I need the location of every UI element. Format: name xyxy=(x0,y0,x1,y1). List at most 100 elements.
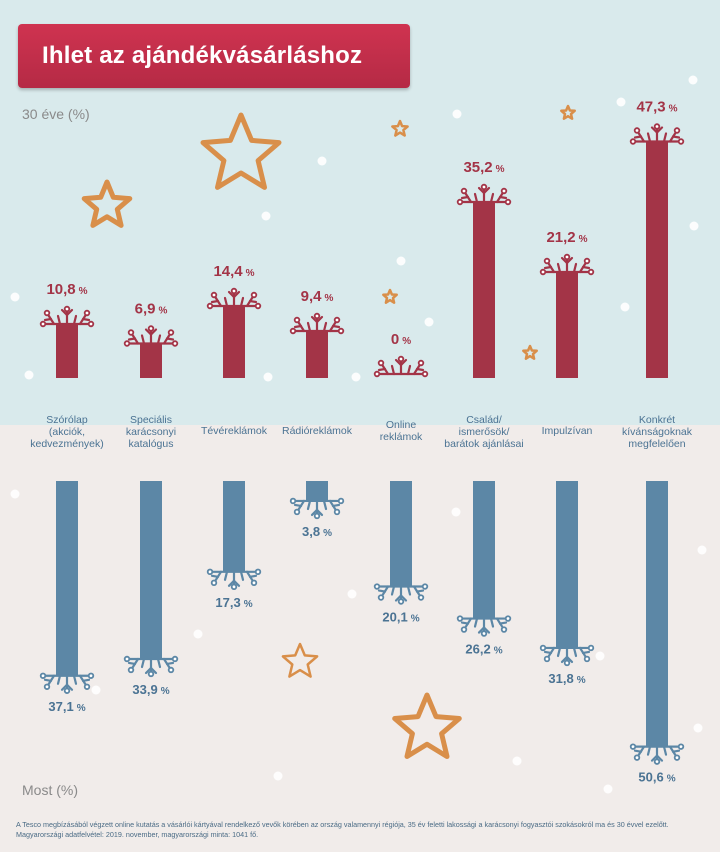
top-value-label: 35,2% xyxy=(463,159,504,176)
bottom-bar xyxy=(390,481,412,587)
top-value-label: 0% xyxy=(391,331,411,348)
top-bar xyxy=(473,202,495,378)
bottom-bar xyxy=(473,481,495,619)
bottom-value-label: 17,3% xyxy=(215,595,252,610)
category-label: Szórólap xyxy=(46,414,88,426)
snow-dot xyxy=(512,756,522,766)
category-label: Speciális xyxy=(130,414,172,426)
snow-dot xyxy=(351,372,361,382)
top-bar-snowflake-cap xyxy=(456,183,512,206)
star-icon xyxy=(522,344,538,360)
top-value-label: 47,3% xyxy=(636,99,677,116)
category-label: Impulzívan xyxy=(542,425,593,437)
category-label: katalógus xyxy=(129,438,174,450)
snow-dot xyxy=(452,109,462,119)
category-label: karácsonyi xyxy=(126,426,176,438)
category-label: kívánságoknak xyxy=(622,426,693,438)
category-label: Tévéreklámok xyxy=(201,425,268,437)
snow-dot xyxy=(697,545,707,555)
bottom-bar-snowflake-cap xyxy=(39,672,95,694)
top-value-label: 14,4% xyxy=(213,263,254,280)
top-axis-caption: 30 éve (%) xyxy=(22,106,90,122)
bottom-value-label: 50,6% xyxy=(638,770,675,785)
snow-dot xyxy=(688,75,698,85)
top-bar xyxy=(56,324,78,378)
snow-dot xyxy=(317,156,327,166)
top-bar xyxy=(556,272,578,378)
star-icon xyxy=(200,112,282,190)
bottom-bar-snowflake-cap xyxy=(456,615,512,637)
category-label: (akciók, xyxy=(49,426,85,438)
category-label: barátok ajánlásai xyxy=(444,438,523,450)
snow-dot xyxy=(620,302,630,312)
footnote: A Tesco megbízásából végzett online kuta… xyxy=(16,820,669,839)
category-label: Online xyxy=(386,419,417,431)
star-icon xyxy=(281,642,319,678)
bottom-value-label: 3,8% xyxy=(302,524,332,539)
bottom-value-label: 26,2% xyxy=(465,642,502,657)
category-label: Konkrét xyxy=(639,414,675,426)
category-label: reklámok xyxy=(380,431,423,443)
bottom-bar-snowflake-cap xyxy=(539,644,595,667)
bottom-bar xyxy=(140,481,162,659)
bottom-axis-caption: Most (%) xyxy=(22,782,78,798)
bottom-bar xyxy=(556,481,578,648)
top-bar-snowflake-cap xyxy=(123,325,179,347)
star-icon xyxy=(392,692,462,759)
snow-dot xyxy=(689,221,699,231)
snow-dot xyxy=(273,771,283,781)
bottom-bar xyxy=(646,481,668,747)
snow-dot xyxy=(263,372,273,382)
category-label: megfelelően xyxy=(628,438,685,450)
bottom-bar xyxy=(223,481,245,572)
top-value-label: 6,9% xyxy=(135,301,168,318)
category-label: Rádióreklámok xyxy=(282,425,353,437)
top-bar-snowflake-cap xyxy=(39,305,95,328)
bottom-bar-snowflake-cap xyxy=(373,583,429,605)
snow-dot xyxy=(595,651,605,661)
top-value-label: 21,2% xyxy=(546,229,587,246)
top-value-label: 10,8% xyxy=(46,281,87,298)
bottom-value-label: 20,1% xyxy=(382,610,419,625)
bottom-value-label: 31,8% xyxy=(548,671,585,686)
snow-dot xyxy=(10,489,20,499)
top-bar-snowflake-cap xyxy=(539,253,595,276)
snow-dot xyxy=(347,589,357,599)
snow-dot xyxy=(451,507,461,517)
top-bar-snowflake-cap xyxy=(289,312,345,335)
top-bar-snowflake-cap xyxy=(206,287,262,310)
snow-dot xyxy=(193,629,203,639)
star-icon xyxy=(560,104,576,120)
bottom-bar-snowflake-cap xyxy=(206,568,262,591)
star-icon xyxy=(382,288,398,304)
bottom-bar xyxy=(306,481,328,501)
top-bar xyxy=(223,306,245,378)
snow-dot xyxy=(693,723,703,733)
top-bar-snowflake-cap xyxy=(373,355,429,378)
top-value-label: 9,4% xyxy=(301,288,334,305)
category-label: kedvezmények) xyxy=(30,438,104,450)
snow-dot xyxy=(10,292,20,302)
snow-dot xyxy=(616,97,626,107)
top-bar xyxy=(140,343,162,378)
top-bar xyxy=(306,331,328,378)
star-icon xyxy=(391,119,409,137)
snow-dot xyxy=(396,256,406,266)
chart-title: Ihlet az ajándékvásárláshoz xyxy=(42,42,363,69)
bottom-bar-snowflake-cap xyxy=(629,743,685,765)
bottom-bar-snowflake-cap xyxy=(123,655,179,678)
star-icon xyxy=(81,179,133,228)
snow-dot xyxy=(24,370,34,380)
bottom-section-background xyxy=(0,425,720,852)
snow-dot xyxy=(603,784,613,794)
snow-dot xyxy=(261,211,271,221)
decorations xyxy=(10,75,707,794)
top-bar-snowflake-cap xyxy=(629,123,685,145)
bottom-value-label: 37,1% xyxy=(48,699,85,714)
snow-dot xyxy=(424,317,434,327)
bottom-bar xyxy=(56,481,78,676)
chart-marks: 10,8 % Szórólap(akciók,kedvezmények) 37,1 % 6… xyxy=(30,99,693,785)
bottom-bar-snowflake-cap xyxy=(289,497,345,520)
category-label: Család/ xyxy=(466,414,502,426)
